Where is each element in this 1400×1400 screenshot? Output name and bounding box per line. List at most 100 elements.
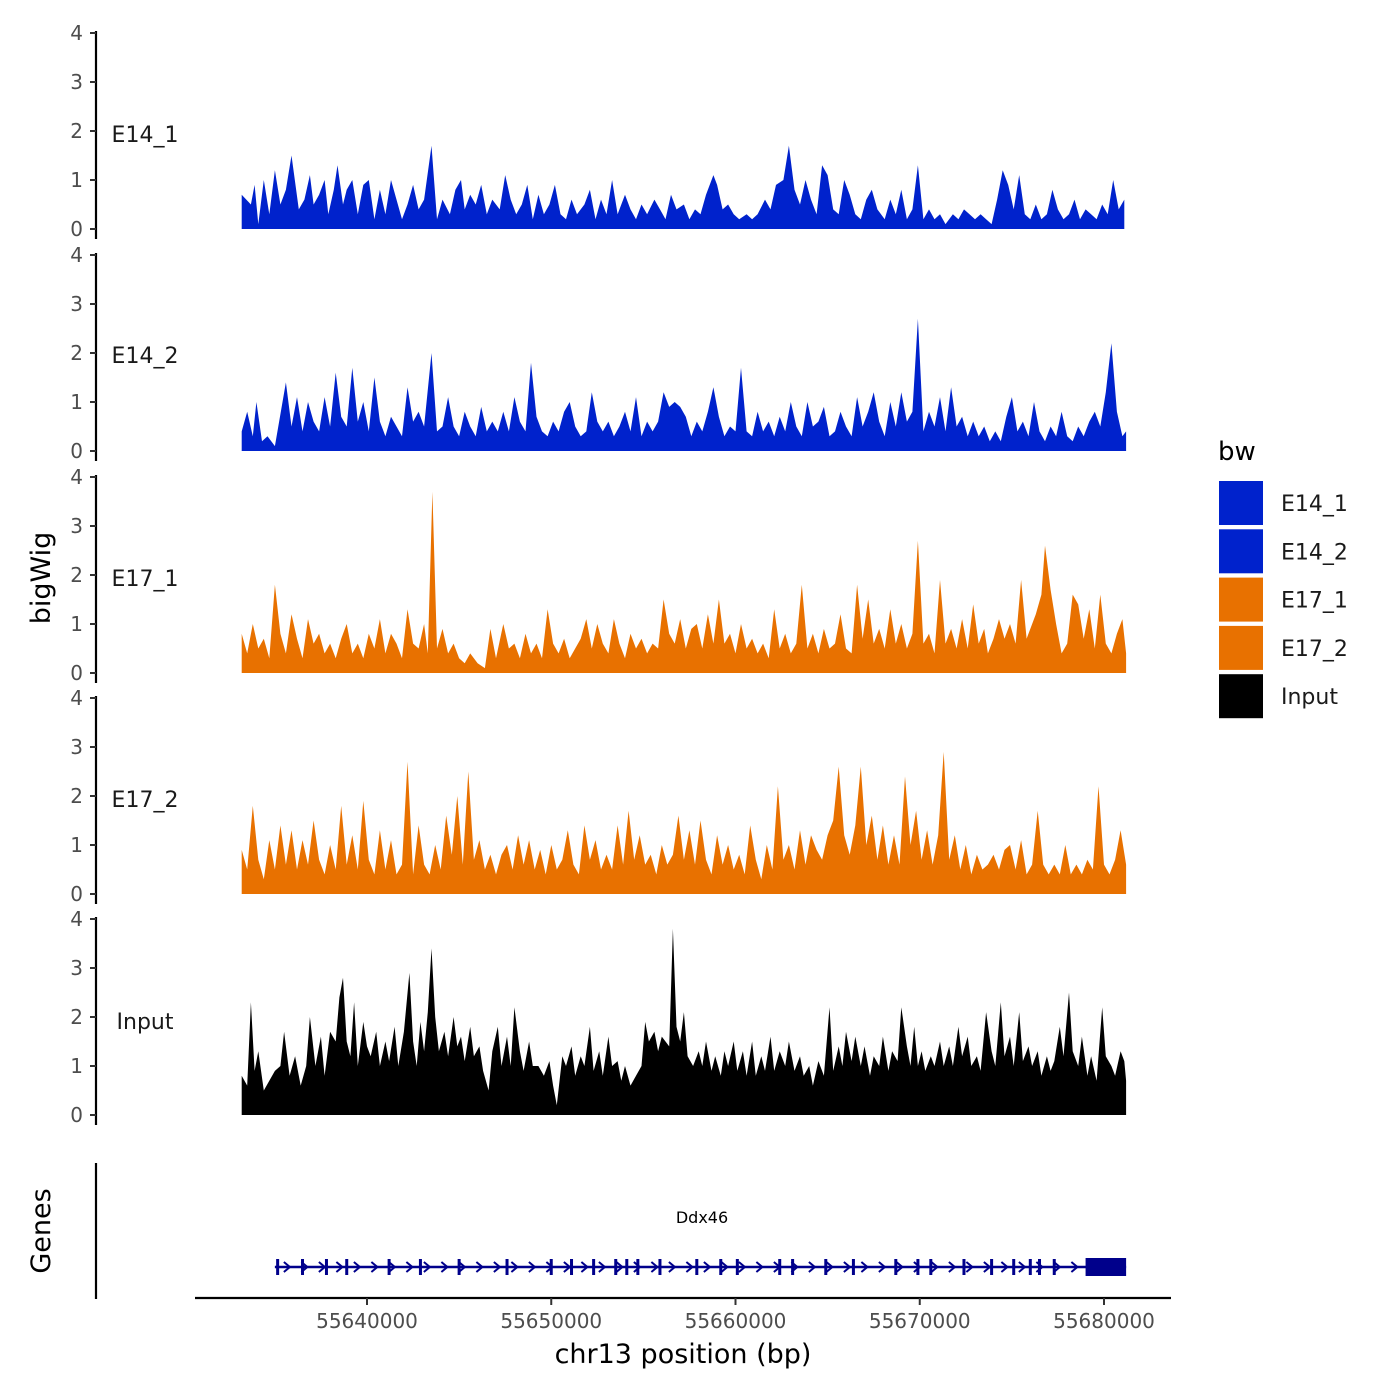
strand-chevron bbox=[388, 1261, 397, 1273]
gene-exon bbox=[778, 1259, 782, 1275]
gene-exon bbox=[916, 1259, 920, 1275]
strand-chevron bbox=[528, 1261, 537, 1273]
legend-label: E17_1 bbox=[1281, 589, 1348, 614]
strand-chevron bbox=[563, 1261, 572, 1273]
strand-chevron bbox=[878, 1261, 887, 1273]
track-e14-1: 0 1 2 3 4 E14_1 bbox=[70, 21, 1125, 241]
track-label: E14_2 bbox=[112, 344, 179, 369]
gene-exon bbox=[614, 1259, 618, 1275]
signal-area-e17-2 bbox=[241, 751, 1127, 894]
track-e17-1: 0 1 2 3 4 E17_1 bbox=[70, 465, 1127, 685]
gene-exon bbox=[418, 1259, 422, 1275]
legend-key-e17-2 bbox=[1219, 625, 1263, 670]
strand-chevron bbox=[1053, 1261, 1062, 1273]
signal-tracks: 0 1 2 3 4 E14_1 0 1 2 3 4 E14_2 0 1 2 3 4 E17_1 0 1 2 3 4 E17_2… bbox=[70, 21, 1127, 1127]
y-tick-label: 3 bbox=[70, 70, 83, 94]
strand-chevron bbox=[965, 1261, 974, 1273]
y-tick-label: 3 bbox=[70, 735, 83, 759]
y-tick-label: 1 bbox=[70, 168, 83, 192]
strand-chevron bbox=[283, 1261, 292, 1273]
gene-exon bbox=[592, 1259, 596, 1275]
gene-exon bbox=[1012, 1259, 1016, 1275]
gene-exon bbox=[1052, 1259, 1056, 1275]
gene-exon bbox=[636, 1259, 640, 1275]
track-e17-2: 0 1 2 3 4 E17_2 bbox=[70, 686, 1127, 906]
strand-chevron bbox=[983, 1261, 992, 1273]
y-tick-label: 0 bbox=[70, 1103, 83, 1127]
signal-area-e17-1 bbox=[241, 491, 1127, 673]
legend-label: E17_2 bbox=[1281, 637, 1348, 662]
gene-exon bbox=[1038, 1259, 1042, 1275]
y-tick-label: 2 bbox=[70, 341, 83, 365]
signal-area-input bbox=[241, 928, 1127, 1115]
y-tick-label: 3 bbox=[70, 514, 83, 538]
gene-exon bbox=[735, 1259, 739, 1275]
strand-chevron bbox=[738, 1261, 747, 1273]
strand-chevron bbox=[843, 1261, 852, 1273]
gene-exon bbox=[276, 1259, 280, 1275]
legend-key-e17-1 bbox=[1219, 577, 1263, 622]
strand-chevron bbox=[703, 1261, 712, 1273]
y-tick-label: 0 bbox=[70, 217, 83, 241]
strand-chevron bbox=[685, 1261, 694, 1273]
y-tick-label: 4 bbox=[70, 243, 83, 267]
strand-chevron bbox=[493, 1261, 502, 1273]
legend-label: E14_1 bbox=[1281, 492, 1348, 517]
y-tick-label: 4 bbox=[70, 465, 83, 489]
y-tick-label: 0 bbox=[70, 439, 83, 463]
strand-chevron bbox=[860, 1261, 869, 1273]
signal-area-e14-1 bbox=[241, 145, 1125, 229]
strand-chevron bbox=[755, 1261, 764, 1273]
strand-chevron bbox=[423, 1261, 432, 1273]
strand-chevron bbox=[1018, 1261, 1027, 1273]
x-tick-label: 55650000 bbox=[500, 1309, 602, 1333]
y-tick-label: 2 bbox=[70, 1005, 83, 1029]
y-tick-label: 1 bbox=[70, 390, 83, 414]
strand-chevron bbox=[1070, 1261, 1079, 1273]
legend-key-input bbox=[1219, 674, 1263, 719]
strand-chevron bbox=[808, 1261, 817, 1273]
y-tick-label: 3 bbox=[70, 292, 83, 316]
y-tick-label: 3 bbox=[70, 956, 83, 980]
strand-chevron bbox=[668, 1261, 677, 1273]
y-tick-label: 0 bbox=[70, 661, 83, 685]
gene-exon bbox=[824, 1259, 828, 1275]
strand-chevron bbox=[895, 1261, 904, 1273]
strand-chevron bbox=[318, 1261, 327, 1273]
gene-exon bbox=[570, 1259, 574, 1275]
y-tick-label: 4 bbox=[70, 907, 83, 931]
x-tick-label: 55670000 bbox=[869, 1309, 971, 1333]
gene-exon-last bbox=[1085, 1258, 1127, 1276]
strand-chevron bbox=[825, 1261, 834, 1273]
strand-chevron bbox=[405, 1261, 414, 1273]
y-tick-label: 0 bbox=[70, 882, 83, 906]
gene-exon bbox=[658, 1259, 662, 1275]
y-tick-label: 1 bbox=[70, 1054, 83, 1078]
gene-exon bbox=[695, 1259, 699, 1275]
strand-chevron bbox=[1000, 1261, 1009, 1273]
x-tick-label: 55660000 bbox=[685, 1309, 787, 1333]
legend-key-e14-1 bbox=[1219, 481, 1263, 525]
gene-exon bbox=[457, 1259, 461, 1275]
gene-exon bbox=[345, 1259, 349, 1275]
strand-chevron bbox=[370, 1261, 379, 1273]
gene-exon bbox=[324, 1259, 328, 1275]
gene-exon bbox=[962, 1259, 966, 1275]
strand-chevron bbox=[598, 1261, 607, 1273]
x-tick-label: 55680000 bbox=[1053, 1309, 1155, 1333]
y-tick-label: 2 bbox=[70, 784, 83, 808]
gene-exon bbox=[549, 1259, 553, 1275]
legend-label: E14_2 bbox=[1281, 540, 1348, 565]
strand-chevron bbox=[353, 1261, 362, 1273]
y-axis-title: bigWig bbox=[26, 532, 57, 625]
gene-exon bbox=[894, 1259, 898, 1275]
strand-chevron bbox=[633, 1261, 642, 1273]
x-tick-label: 55640000 bbox=[316, 1309, 418, 1333]
gene-model bbox=[274, 1258, 1127, 1276]
gene-exon bbox=[387, 1259, 391, 1275]
gene-exon bbox=[851, 1259, 855, 1275]
legend-key-e14-2 bbox=[1219, 529, 1263, 574]
track-input: 0 1 2 3 4 Input bbox=[70, 907, 1127, 1127]
